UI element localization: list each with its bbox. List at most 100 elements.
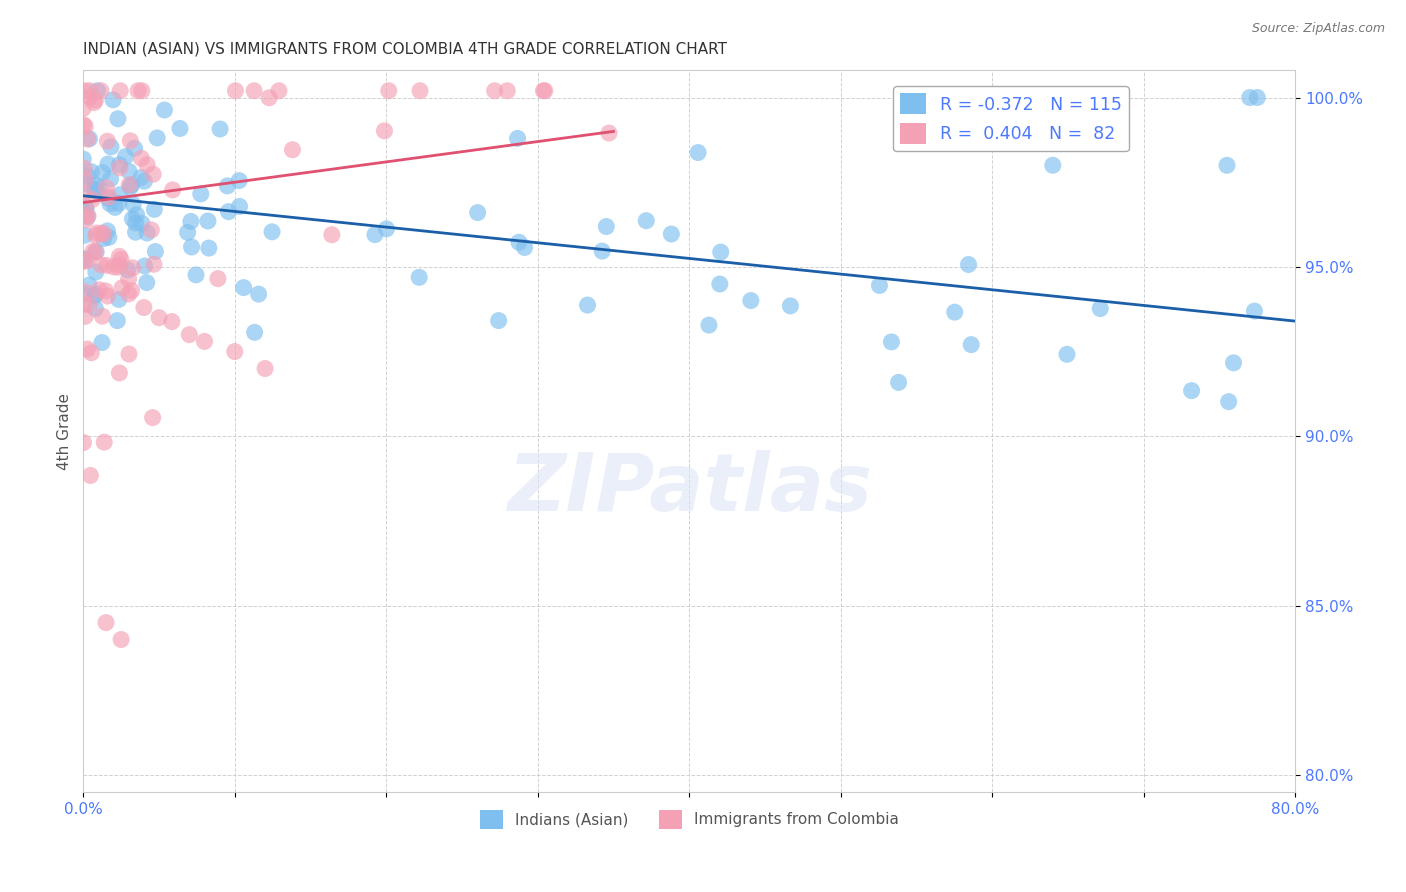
Point (281, 143, 304, 157)
Point (125, 208, 148, 222)
Point (121, 260, 143, 275)
Point (131, 151, 153, 165)
Point (697, 318, 720, 332)
Point (80, 165, 103, 179)
Point (80, 345, 103, 359)
Point (73, 297, 96, 311)
Point (595, 219, 617, 234)
Point (409, 84, 432, 98)
Point (209, 122, 232, 136)
Point (91, 165, 114, 179)
Point (218, 204, 240, 219)
Point (1222, 356, 1244, 370)
Point (91, 335, 114, 350)
Point (247, 287, 270, 301)
Point (136, 158, 159, 172)
Point (132, 301, 155, 315)
Point (72, 252, 94, 267)
Point (496, 84, 519, 98)
Point (76, 169, 98, 183)
Point (184, 268, 207, 282)
Point (75, 254, 97, 268)
Point (79, 90, 101, 104)
Point (72, 118, 94, 132)
Point (636, 213, 658, 227)
Point (659, 227, 682, 241)
Point (1216, 158, 1239, 172)
Point (1056, 347, 1078, 361)
Point (108, 161, 131, 175)
Point (373, 124, 395, 138)
Point (97, 157, 120, 171)
Point (83, 289, 105, 303)
Point (100, 140, 122, 154)
Point (118, 178, 141, 192)
Point (145, 244, 167, 259)
Point (131, 84, 153, 98)
Point (508, 235, 530, 250)
Point (86, 185, 108, 199)
Point (84, 244, 107, 259)
Point (76, 210, 98, 224)
Point (1246, 90, 1268, 104)
Point (224, 84, 246, 98)
Point (73, 228, 96, 243)
Point (257, 91, 280, 105)
Point (96, 134, 118, 148)
Point (114, 150, 136, 164)
Point (943, 305, 966, 319)
Point (364, 227, 387, 242)
Point (83, 95, 105, 110)
Point (142, 167, 165, 181)
Point (121, 211, 143, 226)
Point (75, 208, 97, 222)
Point (1042, 158, 1064, 172)
Point (86, 84, 108, 98)
Point (96, 224, 118, 238)
Point (84, 228, 107, 243)
Point (121, 178, 143, 192)
Text: INDIAN (ASIAN) VS IMMIGRANTS FROM COLOMBIA 4TH GRADE CORRELATION CHART: INDIAN (ASIAN) VS IMMIGRANTS FROM COLOMB… (83, 42, 727, 57)
Point (96, 181, 118, 195)
Point (84, 287, 107, 301)
Point (260, 225, 283, 239)
Point (104, 201, 127, 215)
Point (169, 121, 191, 136)
Point (709, 277, 731, 291)
Point (591, 244, 613, 258)
Point (108, 196, 131, 211)
Point (77, 209, 100, 223)
Point (533, 84, 555, 98)
Point (103, 260, 125, 274)
Point (180, 214, 202, 228)
Point (118, 287, 141, 301)
Y-axis label: 4th Grade: 4th Grade (58, 392, 72, 470)
Point (107, 260, 129, 275)
Point (75, 310, 97, 324)
Point (1239, 90, 1261, 104)
Point (89, 283, 111, 297)
Point (108, 84, 131, 98)
Point (197, 214, 219, 228)
Point (84, 93, 107, 107)
Point (146, 131, 169, 145)
Point (869, 278, 891, 293)
Point (82, 244, 104, 259)
Point (321, 227, 343, 242)
Point (73, 254, 96, 268)
Point (243, 84, 266, 98)
Point (91, 309, 114, 323)
Point (108, 187, 131, 202)
Point (533, 84, 555, 98)
Point (887, 376, 910, 390)
Point (120, 134, 142, 148)
Point (136, 226, 159, 240)
Point (598, 126, 620, 140)
Point (688, 145, 710, 160)
Point (190, 186, 212, 201)
Point (129, 170, 152, 185)
Point (84, 245, 107, 260)
Point (576, 298, 599, 312)
Point (153, 103, 176, 117)
Text: Source: ZipAtlas.com: Source: ZipAtlas.com (1251, 22, 1385, 36)
